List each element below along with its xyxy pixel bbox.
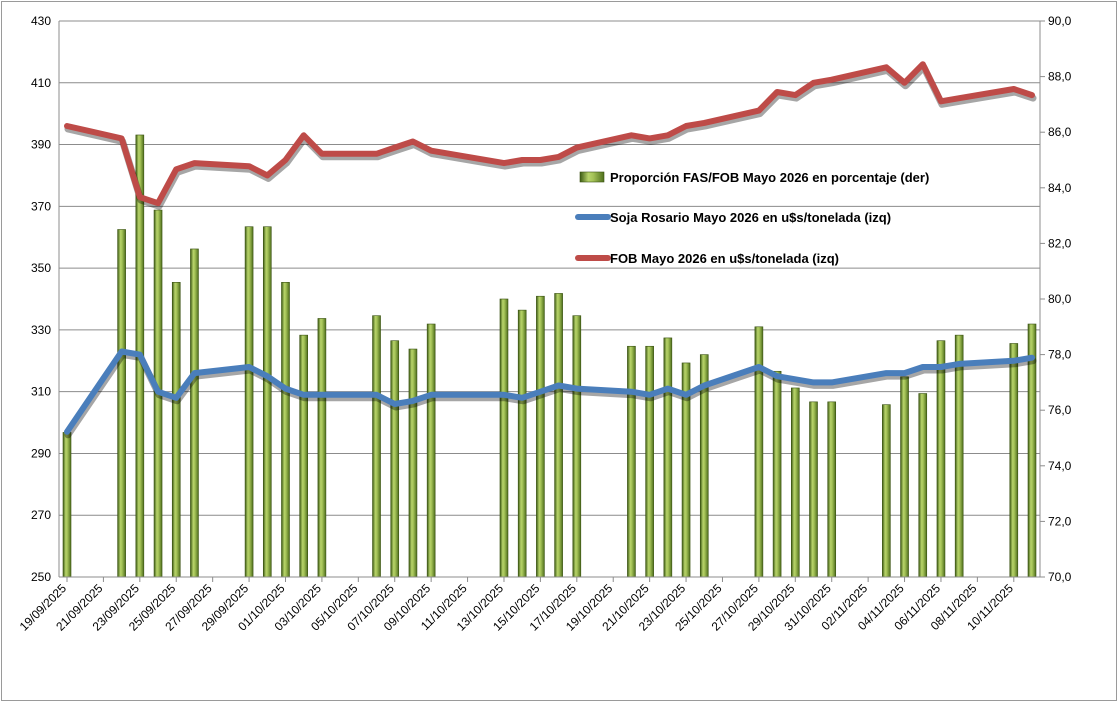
- bar: [572, 315, 582, 578]
- y-right-tick-label: 84,0: [1048, 181, 1072, 195]
- bar: [536, 295, 545, 578]
- bar: [554, 293, 563, 578]
- bar: [663, 337, 673, 578]
- y-right-tick-label: 70,0: [1048, 570, 1072, 584]
- line-fob: [64, 61, 1035, 207]
- line-fob-shadow: [64, 63, 1037, 210]
- y-right-tick-label: 78,0: [1048, 348, 1072, 362]
- bar: [499, 298, 509, 578]
- bar: [372, 315, 381, 578]
- y-right-tick-label: 90,0: [1048, 14, 1072, 28]
- bar: [1009, 343, 1019, 578]
- bar: [517, 309, 527, 578]
- y-right-tick-label: 86,0: [1048, 125, 1072, 139]
- y-left-tick-label: 430: [31, 14, 51, 28]
- bar: [317, 318, 327, 578]
- bar: [426, 323, 436, 578]
- bar: [408, 348, 418, 578]
- bar: [171, 282, 181, 578]
- legend-entry: Soja Rosario Mayo 2026 en u$s/tonelada (…: [610, 210, 891, 225]
- bar: [244, 226, 254, 578]
- legend-entry: Proporción FAS/FOB Mayo 2026 en porcenta…: [610, 170, 929, 185]
- line-soja-rosario: [64, 348, 1035, 435]
- y-left-tick-label: 310: [31, 385, 51, 399]
- y-right-tick-label: 74,0: [1048, 459, 1072, 473]
- y-left-tick-label: 290: [31, 446, 51, 460]
- legend-swatch-bar: [579, 171, 605, 183]
- y-left-tick-label: 390: [31, 138, 51, 152]
- bar: [117, 229, 126, 578]
- bar: [918, 393, 928, 578]
- y-left-tick-label: 370: [31, 199, 51, 213]
- bar: [791, 387, 800, 578]
- line-series: [64, 61, 1037, 439]
- y-left-tick-label: 410: [31, 76, 51, 90]
- y-right-tick-label: 88,0: [1048, 70, 1072, 84]
- bar: [936, 340, 946, 578]
- bar: [645, 345, 654, 578]
- bar: [627, 345, 636, 578]
- y-right-tick-label: 80,0: [1048, 292, 1072, 306]
- bar: [772, 370, 782, 578]
- bar: [954, 334, 964, 578]
- y-left-tick-label: 250: [31, 570, 51, 584]
- bar: [262, 226, 272, 578]
- legend-entry: FOB Mayo 2026 en u$s/tonelada (izq): [610, 251, 839, 266]
- bar: [827, 401, 837, 578]
- bar: [809, 401, 818, 578]
- y-right-tick-label: 72,0: [1048, 514, 1072, 528]
- gridlines: [59, 20, 1040, 578]
- bar: [62, 432, 72, 578]
- y-left-tick-label: 330: [31, 323, 51, 337]
- bar: [882, 404, 891, 578]
- bar: [281, 282, 290, 578]
- bar: [299, 334, 308, 578]
- bar: [190, 248, 199, 578]
- bar: [900, 376, 909, 578]
- y-right-tick-label: 76,0: [1048, 403, 1072, 417]
- bar-series-proporcion: [62, 134, 1037, 578]
- bar: [390, 340, 400, 578]
- y-left-tick-label: 270: [31, 508, 51, 522]
- legend: Proporción FAS/FOB Mayo 2026 en porcenta…: [575, 170, 929, 266]
- y-right-tick-label: 82,0: [1048, 236, 1072, 250]
- y-left-tick-label: 350: [31, 261, 51, 275]
